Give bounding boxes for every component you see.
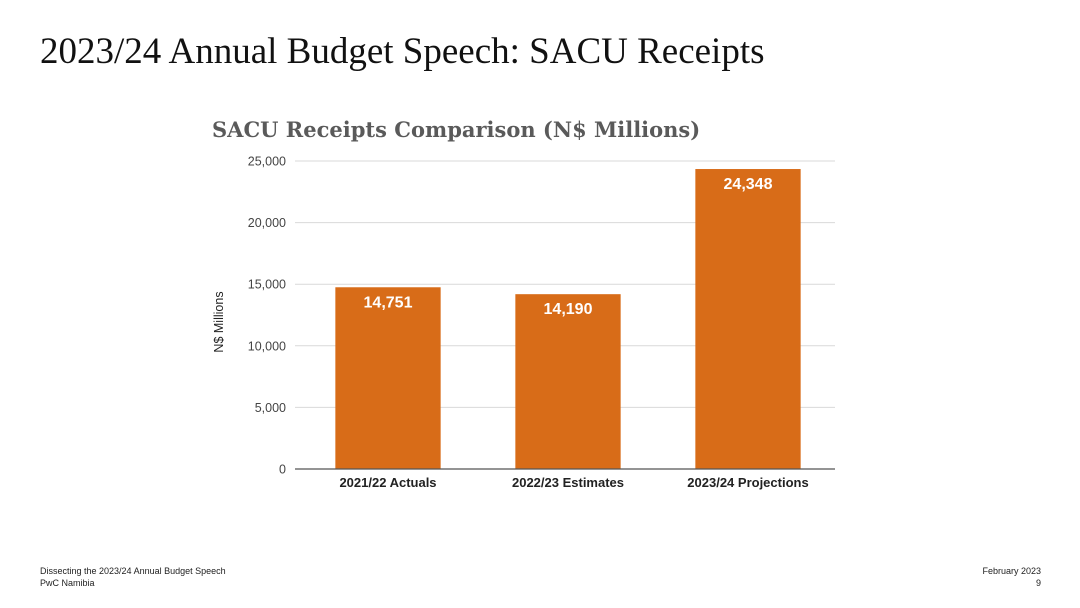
bar [335, 287, 441, 469]
footer-company: PwC Namibia [40, 578, 95, 588]
bars: 14,751 14,190 24,348 [335, 169, 801, 469]
footer-right: February 2023 9 [982, 565, 1041, 589]
y-tick-label: 5,000 [255, 401, 286, 415]
footer-date: February 2023 [982, 566, 1041, 576]
x-tick-label: 2021/22 Actuals [339, 475, 436, 490]
axes: 0 5,000 10,000 15,000 20,000 25,000 2021/22 Ac… [248, 155, 835, 490]
footer-document-title: Dissecting the 2023/24 Annual Budget Spe… [40, 566, 226, 576]
y-tick-label: 10,000 [248, 339, 286, 353]
y-axis-label: N$ Millions [212, 291, 226, 352]
chart-title: SACU Receipts Comparison (N$ Millions) [212, 117, 700, 142]
footer-page-number: 9 [1035, 578, 1041, 588]
bar-value-label: 14,751 [364, 294, 413, 311]
slide-title: 2023/24 Annual Budget Speech: SACU Recei… [40, 31, 765, 72]
x-tick-label: 2022/23 Estimates [512, 475, 624, 490]
y-tick-label: 20,000 [248, 216, 286, 230]
bar-value-label: 14,190 [544, 301, 593, 318]
y-tick-label: 0 [279, 463, 286, 477]
bar-value-label: 24,348 [724, 176, 773, 193]
y-tick-label: 15,000 [248, 278, 286, 292]
y-tick-label: 25,000 [248, 155, 286, 169]
x-tick-label: 2023/24 Projections [687, 475, 808, 490]
bar [695, 169, 801, 469]
bar-chart: SACU Receipts Comparison (N$ Millions) N… [212, 117, 835, 490]
footer-left: Dissecting the 2023/24 Annual Budget Spe… [40, 565, 226, 589]
bar [515, 294, 621, 469]
